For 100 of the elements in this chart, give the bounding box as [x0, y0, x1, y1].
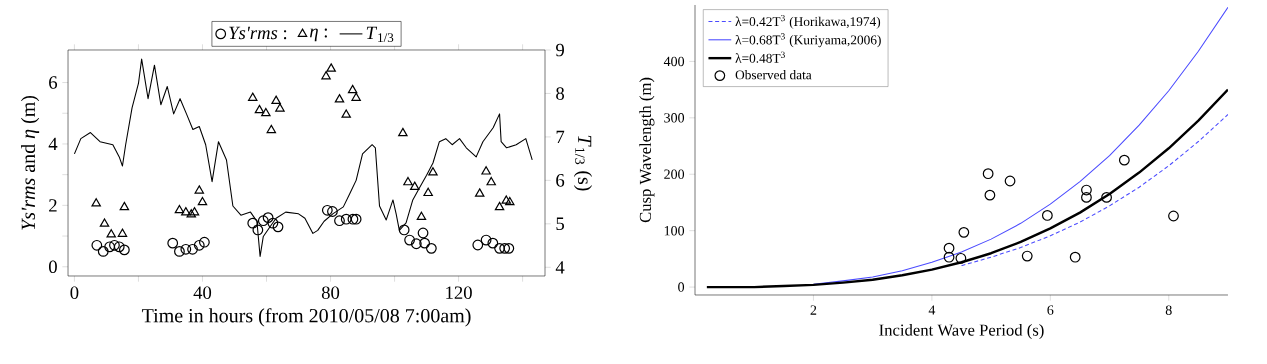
point [1041, 210, 1053, 221]
point [174, 204, 185, 214]
point [91, 198, 101, 207]
point [347, 84, 358, 94]
point [327, 206, 338, 217]
point [425, 242, 437, 254]
point [416, 211, 427, 221]
point [261, 107, 271, 117]
y2-tick-label: 8 [556, 87, 565, 100]
point [189, 207, 200, 216]
legend-label: Observed data [735, 69, 812, 80]
point [480, 234, 492, 246]
y2-tick-label: 6 [556, 174, 565, 187]
point [247, 92, 258, 101]
point [247, 217, 259, 229]
point [481, 166, 491, 175]
point [267, 217, 279, 229]
line-series [73, 58, 533, 257]
y-axis-title: Ys'rms and η (m) [21, 95, 40, 230]
point [982, 168, 994, 180]
x-tick-label: 80 [321, 286, 340, 299]
point [487, 237, 499, 249]
point [428, 167, 438, 176]
x-tick-label: 2 [810, 305, 817, 315]
point [417, 227, 429, 239]
point [275, 103, 285, 112]
point [1168, 210, 1179, 222]
y-tick-label: 200 [664, 169, 685, 179]
y2-tick-label: 7 [556, 130, 565, 144]
y-tick-label: 2 [49, 199, 57, 212]
point [97, 246, 109, 257]
point [186, 209, 197, 218]
point [494, 201, 505, 211]
point [113, 241, 125, 253]
point [252, 224, 264, 236]
point [193, 239, 205, 251]
x-axis-title: Incident Wave Period (s) [879, 323, 1044, 340]
point [403, 176, 413, 186]
point [194, 185, 205, 194]
point [958, 226, 970, 238]
y-tick-label: 300 [664, 113, 685, 123]
point [499, 242, 511, 254]
point [1118, 154, 1130, 166]
point [1004, 175, 1016, 187]
point [1101, 191, 1112, 203]
point [472, 239, 484, 251]
point [326, 63, 336, 72]
point [1081, 191, 1092, 203]
legend-label: η : [310, 28, 327, 42]
x-tick-label: 8 [1165, 305, 1172, 315]
x-tick-label: 6 [1047, 305, 1054, 315]
point [117, 228, 128, 237]
point [1081, 184, 1092, 196]
point [398, 127, 408, 137]
point [181, 207, 191, 216]
point [404, 234, 415, 246]
point [266, 124, 277, 134]
y-axis-title: Cusp Wavelength (m) [639, 77, 655, 223]
point [341, 109, 351, 118]
y-tick-label: 4 [48, 137, 58, 151]
y-tick-label: 0 [49, 260, 57, 274]
x-tick-label: 0 [70, 286, 79, 299]
point [271, 95, 281, 104]
point [199, 236, 210, 248]
point [494, 242, 505, 254]
point [351, 92, 361, 101]
y2-axis-title: T$_{1/3}$ (s) [573, 135, 593, 191]
point [257, 215, 269, 227]
point [334, 215, 345, 227]
legend-label: λ=0.42T$^{3}$ (Horikawa,1974) [735, 14, 881, 29]
point [943, 251, 955, 263]
point [106, 229, 116, 238]
point [474, 188, 485, 197]
legend-label: T$_{1/3}$ [366, 26, 394, 43]
point [423, 187, 433, 197]
point [398, 224, 410, 236]
point [197, 196, 208, 206]
point [262, 212, 274, 224]
point [119, 201, 130, 211]
point [409, 181, 420, 190]
point [943, 242, 955, 254]
point [104, 241, 116, 253]
y-tick-label: 100 [664, 225, 685, 236]
point [99, 218, 110, 227]
point [187, 243, 198, 255]
point [1021, 250, 1033, 262]
point [118, 244, 130, 256]
point [174, 246, 185, 257]
point [321, 204, 333, 216]
point [109, 239, 120, 251]
point [91, 239, 103, 251]
point [272, 221, 284, 233]
point [410, 238, 422, 250]
point [505, 196, 515, 206]
legend-label: λ=0.68T$^{3}$ (Kuriyama,2006) [735, 33, 881, 48]
point [984, 189, 996, 201]
point [180, 243, 192, 255]
y-tick-label: 6 [49, 76, 58, 89]
point [501, 195, 512, 204]
x-axis-title: Time in hours (from 2010/05/08 7:00am) [141, 308, 471, 327]
